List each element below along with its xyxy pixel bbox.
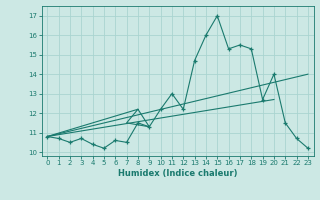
X-axis label: Humidex (Indice chaleur): Humidex (Indice chaleur)	[118, 169, 237, 178]
